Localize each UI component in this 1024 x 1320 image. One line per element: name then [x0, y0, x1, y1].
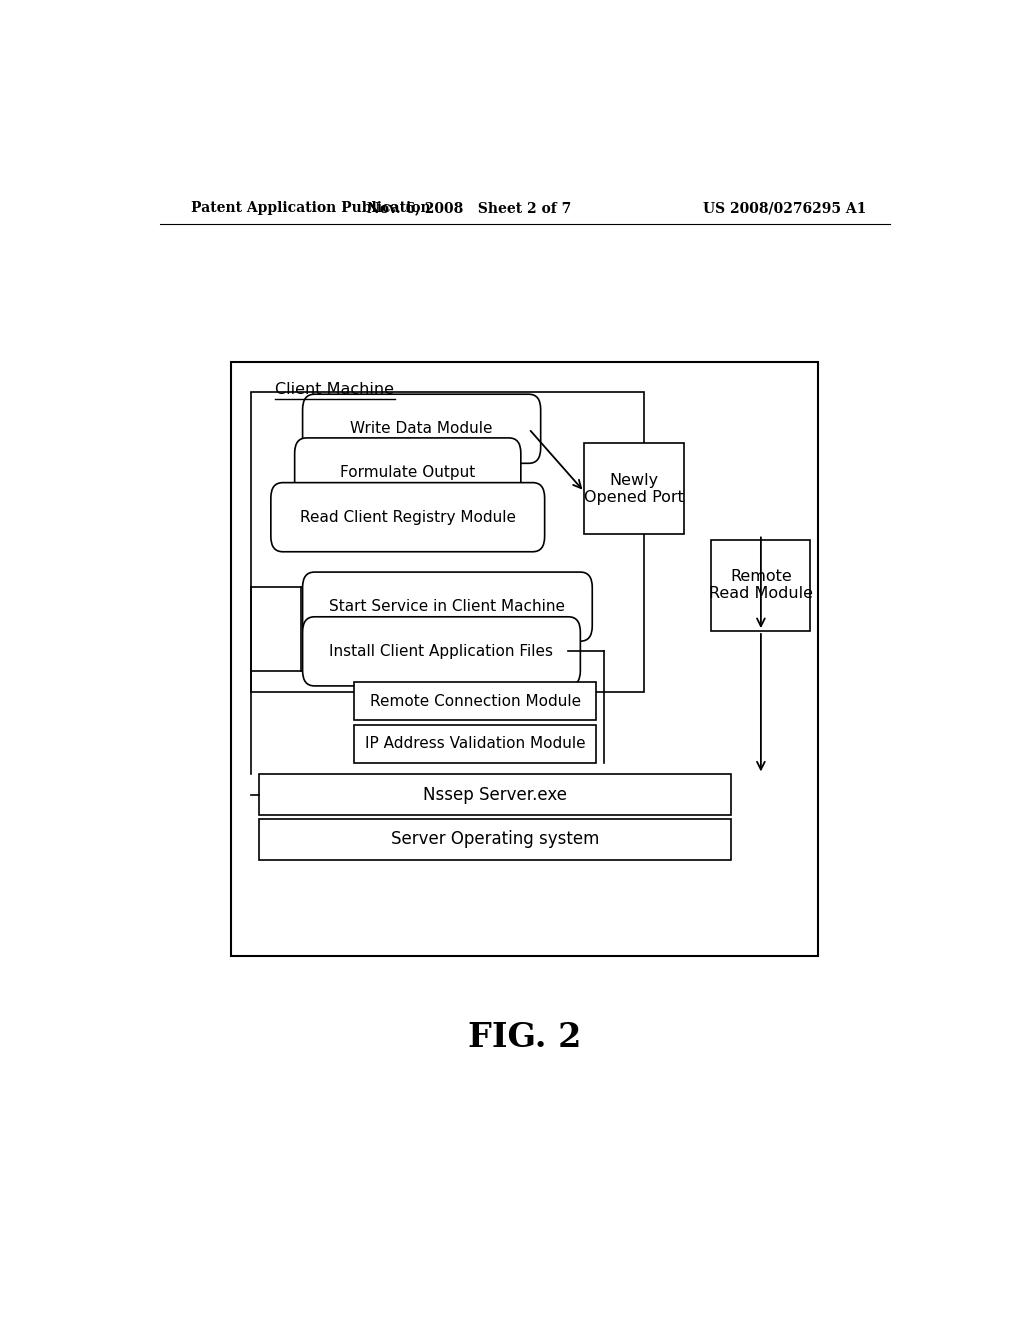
Text: Nssep Server.exe: Nssep Server.exe: [423, 785, 567, 804]
Bar: [712, 540, 811, 631]
Bar: [354, 682, 596, 721]
Text: Newly
Opened Port: Newly Opened Port: [584, 473, 684, 506]
Bar: [259, 775, 731, 814]
Text: IP Address Validation Module: IP Address Validation Module: [365, 737, 586, 751]
Text: US 2008/0276295 A1: US 2008/0276295 A1: [702, 201, 866, 215]
Text: Patent Application Publication: Patent Application Publication: [191, 201, 431, 215]
Bar: [231, 362, 818, 956]
Text: Read Client Registry Module: Read Client Registry Module: [300, 510, 516, 524]
Text: Remote Connection Module: Remote Connection Module: [370, 693, 581, 709]
FancyBboxPatch shape: [303, 395, 541, 463]
Text: Client Machine: Client Machine: [274, 383, 394, 397]
Text: Nov. 6, 2008   Sheet 2 of 7: Nov. 6, 2008 Sheet 2 of 7: [368, 201, 571, 215]
Bar: [354, 725, 596, 763]
FancyBboxPatch shape: [270, 483, 545, 552]
Text: Write Data Module: Write Data Module: [350, 421, 493, 437]
Text: Start Service in Client Machine: Start Service in Client Machine: [330, 599, 565, 614]
FancyBboxPatch shape: [303, 572, 592, 642]
Text: Remote
Read Module: Remote Read Module: [709, 569, 813, 602]
Bar: [259, 818, 731, 859]
FancyBboxPatch shape: [303, 616, 581, 686]
Bar: [585, 444, 684, 535]
Text: Server Operating system: Server Operating system: [391, 830, 599, 849]
Text: Formulate Output: Formulate Output: [340, 465, 475, 480]
FancyBboxPatch shape: [295, 438, 521, 507]
Bar: [251, 392, 644, 692]
Text: FIG. 2: FIG. 2: [468, 1022, 582, 1055]
Text: Install Client Application Files: Install Client Application Files: [330, 644, 553, 659]
